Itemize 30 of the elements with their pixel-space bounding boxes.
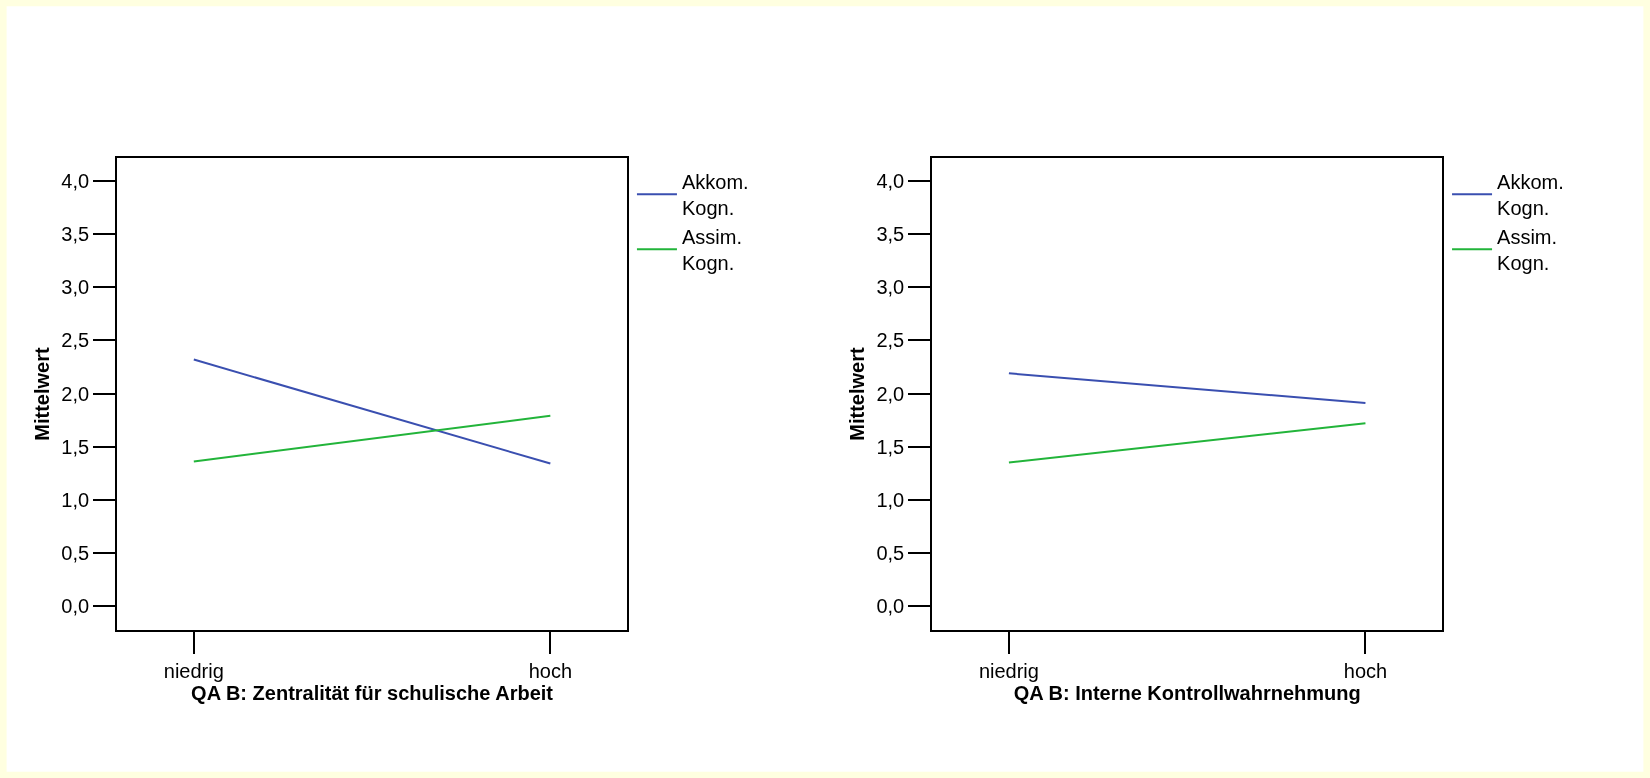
x-tick-label: niedrig [978,660,1039,683]
y-tick-label: 1,5 [61,435,90,458]
y-tick-label: 0,5 [61,541,90,564]
legend-label: Assim. Kogn. [681,226,742,275]
y-tick-label: 4,0 [61,170,90,193]
y-tick-label: 4,0 [876,170,905,193]
x-tick-label: niedrig [163,660,224,683]
y-tick-label: 0,5 [876,541,905,564]
y-axis-title: Mittelwert [846,347,869,441]
x-axis-title: QA B: Interne Kontrollwahrnehmung [1013,682,1361,705]
y-tick-label: 1,0 [61,488,90,511]
legend-label: Akkom. Kogn. [1497,171,1564,220]
y-tick-label: 2,5 [876,329,905,352]
x-tick-label: hoch [1343,660,1388,683]
y-axis-title: Mittelwert [31,347,54,441]
y-tick-label: 3,5 [876,223,905,246]
y-tick-label: 3,0 [61,276,90,299]
y-tick-label: 3,0 [876,276,905,299]
legend-label: Akkom. Kogn. [681,171,749,220]
y-tick-label: 0,0 [61,594,90,617]
y-tick-label: 2,0 [61,382,90,405]
y-tick-label: 2,0 [876,382,905,405]
y-tick-label: 2,5 [61,329,90,352]
legend-label: Assim. Kogn. [1497,226,1558,275]
y-tick-label: 1,0 [876,488,905,511]
x-tick-label: hoch [528,660,573,683]
y-tick-label: 0,0 [876,594,905,617]
x-axis-title: QA B: Zentralität für schulische Arbeit [191,682,554,705]
y-tick-label: 1,5 [876,435,905,458]
y-tick-label: 3,5 [61,223,90,246]
